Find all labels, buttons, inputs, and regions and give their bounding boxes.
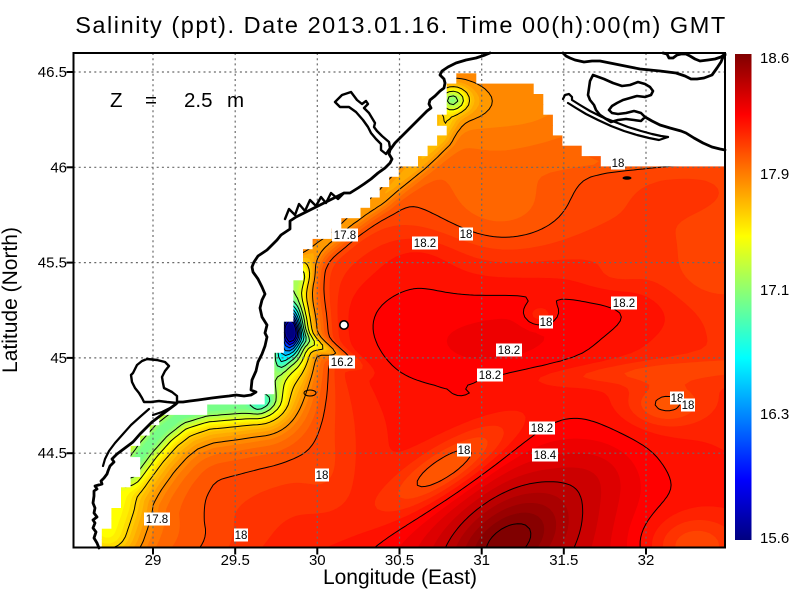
- svg-text:Longitude (East): Longitude (East): [323, 566, 477, 589]
- svg-text:44.5: 44.5: [38, 445, 67, 462]
- svg-text:18.2: 18.2: [613, 298, 635, 310]
- svg-text:18: 18: [235, 530, 248, 542]
- svg-text:16.3: 16.3: [760, 406, 789, 423]
- svg-text:=: =: [145, 89, 157, 112]
- svg-text:31: 31: [473, 552, 490, 569]
- svg-text:17.9: 17.9: [760, 166, 789, 183]
- svg-text:16.2: 16.2: [331, 357, 353, 369]
- svg-text:18.2: 18.2: [498, 345, 520, 357]
- svg-text:45: 45: [50, 350, 67, 367]
- svg-text:46.5: 46.5: [38, 64, 67, 81]
- svg-text:Salinity (ppt). Date 2013.01.1: Salinity (ppt). Date 2013.01.16. Time 00…: [75, 12, 727, 38]
- svg-text:18: 18: [671, 393, 684, 405]
- svg-text:m: m: [227, 89, 244, 112]
- svg-text:2.5: 2.5: [184, 89, 213, 112]
- svg-text:32: 32: [638, 552, 655, 569]
- svg-text:30: 30: [309, 552, 326, 569]
- svg-text:30.5: 30.5: [385, 552, 414, 569]
- svg-text:18.4: 18.4: [534, 450, 557, 462]
- svg-text:18.2: 18.2: [531, 423, 553, 435]
- svg-text:18: 18: [682, 400, 695, 412]
- svg-text:18: 18: [458, 445, 471, 457]
- svg-text:18: 18: [612, 158, 625, 170]
- svg-text:18: 18: [540, 317, 553, 329]
- svg-text:17.1: 17.1: [760, 282, 789, 299]
- svg-text:46: 46: [50, 159, 67, 176]
- svg-text:17.8: 17.8: [146, 514, 168, 526]
- svg-text:18.2: 18.2: [479, 370, 501, 382]
- svg-text:31.5: 31.5: [549, 552, 578, 569]
- svg-text:15.6: 15.6: [760, 530, 789, 547]
- svg-text:45.5: 45.5: [38, 255, 67, 272]
- svg-text:17.8: 17.8: [334, 230, 356, 242]
- svg-text:29.5: 29.5: [221, 552, 250, 569]
- svg-text:29: 29: [145, 552, 162, 569]
- svg-text:Z: Z: [110, 89, 123, 112]
- svg-text:18: 18: [460, 229, 473, 241]
- svg-text:18: 18: [316, 470, 329, 482]
- svg-text:18.6: 18.6: [760, 50, 789, 67]
- svg-text:18.2: 18.2: [414, 238, 436, 250]
- svg-text:Latitude (North): Latitude (North): [0, 227, 22, 373]
